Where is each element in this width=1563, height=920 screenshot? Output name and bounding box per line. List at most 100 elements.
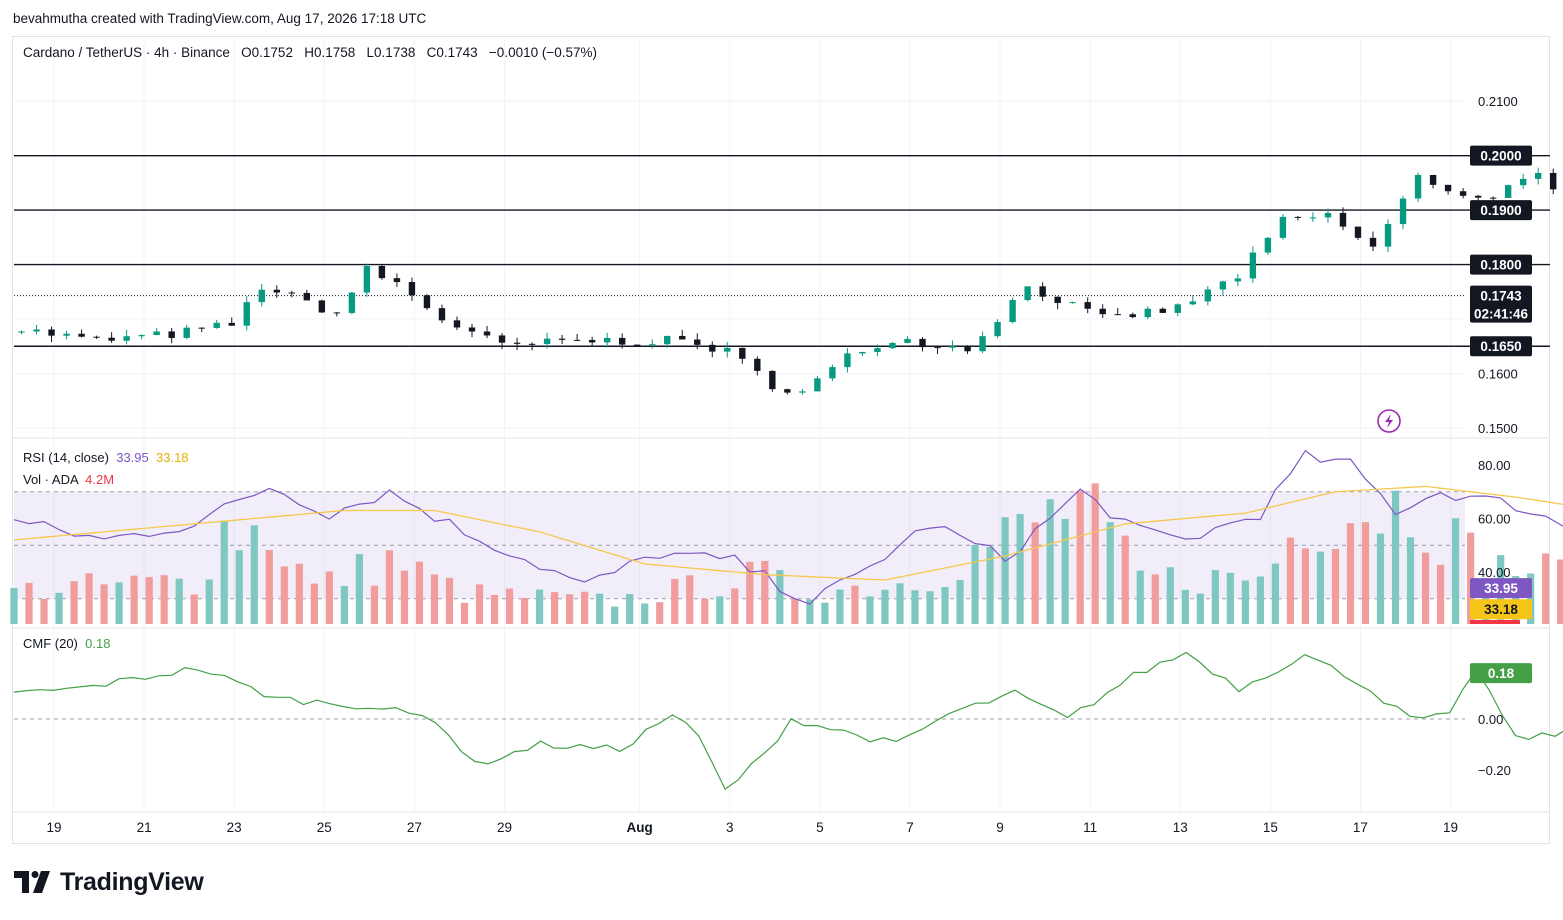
volume-bar	[1046, 499, 1054, 624]
candle-body	[108, 337, 115, 341]
candle-body	[664, 335, 671, 345]
volume-bar	[1076, 490, 1084, 624]
volume-bar	[1527, 573, 1535, 624]
volume-bar	[1226, 572, 1234, 624]
tradingview-mark-icon	[14, 871, 50, 893]
volume-bar	[1406, 537, 1415, 624]
high-value: 0.1758	[313, 45, 356, 60]
volume-bar	[115, 582, 123, 624]
volume-bar	[1031, 522, 1039, 624]
rsi-value-badge-text: 33.95	[1484, 581, 1518, 596]
candle-body	[904, 338, 911, 343]
candle-body	[1039, 286, 1046, 297]
candle-body	[528, 343, 536, 345]
candle-body	[348, 292, 356, 313]
candle-body	[318, 300, 326, 313]
volume-bar	[1241, 580, 1249, 624]
candle-body	[739, 347, 746, 359]
symbol-label[interactable]: Cardano / TetherUS · 4h · Binance	[23, 45, 230, 60]
candle-body	[844, 353, 851, 368]
candle-body	[453, 320, 461, 328]
volume-bar	[836, 589, 844, 624]
candlesticks	[18, 167, 1557, 395]
candle-body	[1444, 184, 1452, 192]
volume-bar	[460, 602, 469, 624]
volume-bar	[611, 606, 619, 624]
candle-body	[408, 282, 416, 296]
volume-bar	[1001, 517, 1009, 624]
candle-body	[994, 322, 1001, 337]
volume-bar	[490, 594, 499, 624]
lightning-alert-icon[interactable]	[1377, 409, 1401, 433]
volume-bar	[10, 587, 18, 624]
volume-bar	[55, 592, 63, 624]
volume-bar	[340, 585, 348, 624]
volume-bar	[806, 599, 814, 624]
volume-bar	[1256, 576, 1264, 624]
time-tick-label: 19	[1443, 820, 1458, 835]
volume-bar	[896, 583, 904, 624]
candle-body	[483, 331, 491, 336]
volume-bar	[1421, 552, 1430, 624]
level-badge-text: 0.1800	[1480, 258, 1521, 273]
volume-bar	[385, 550, 394, 624]
last-price-badge: 0.1743 02:41:46	[1470, 285, 1532, 323]
candle-body	[769, 370, 776, 390]
time-tick-label: 5	[816, 820, 824, 835]
tradingview-logo[interactable]: TradingView	[14, 866, 204, 898]
time-tick-label: 17	[1353, 820, 1368, 835]
candle-body	[78, 333, 85, 337]
rsi-label[interactable]: RSI (14, close)	[23, 450, 109, 465]
candle-body	[694, 339, 701, 345]
volume-bar	[1091, 483, 1099, 624]
candle-body	[603, 337, 611, 343]
cmf-line	[13, 651, 1563, 790]
volume-bar	[130, 575, 138, 624]
time-tick-label: 27	[407, 820, 422, 835]
volume-badge-stub	[1470, 620, 1520, 624]
volume-bar	[1467, 532, 1475, 624]
cmf-label[interactable]: CMF (20)	[23, 636, 78, 651]
last-price-badge-text: 02:41:46	[1474, 307, 1529, 322]
candle-body	[1204, 289, 1212, 302]
candle-body	[889, 342, 896, 349]
volume-bar	[325, 571, 333, 624]
cmf-tick-label: −0.20	[1478, 763, 1511, 778]
candle-body	[168, 331, 175, 338]
volume-bar	[1061, 518, 1069, 624]
volume-bar	[370, 585, 378, 624]
volume-label[interactable]: Vol · ADA	[23, 472, 78, 487]
candle-body	[1550, 172, 1557, 190]
candle-body	[423, 295, 431, 309]
candle-body	[363, 266, 371, 293]
candle-body	[1474, 195, 1482, 198]
level-badge: 0.2000	[1470, 145, 1532, 166]
brand-name: TradingView	[60, 867, 204, 896]
volume-bar	[641, 603, 649, 624]
volume-bar	[881, 589, 889, 624]
volume-bar	[1557, 559, 1563, 624]
candle-body	[784, 389, 791, 393]
chart-credit: bevahmutha created with TradingView.com,…	[13, 11, 427, 26]
rsi-ma-line	[13, 485, 1563, 581]
volume-legend: Vol · ADA 4.2M	[23, 472, 114, 487]
candle-body	[573, 339, 581, 341]
volume-bar	[265, 549, 273, 624]
cmf-value-badge: 0.18	[1470, 663, 1532, 684]
volume-bar	[1331, 549, 1340, 624]
candle-body	[378, 266, 386, 279]
volume-bar	[986, 546, 994, 624]
volume-bars	[10, 483, 1563, 624]
candle-body	[1339, 212, 1347, 227]
volume-bar	[761, 560, 769, 624]
rsi-value-badge: 33.95	[1470, 578, 1532, 599]
rsi-value-badge-bg	[1470, 578, 1532, 599]
volume-bar	[235, 550, 243, 624]
axes: 0.15000.16000.18000.19000.20000.210040.0…	[46, 94, 1517, 835]
candle-body	[498, 335, 506, 343]
candle-body	[1249, 252, 1257, 279]
candle-body	[588, 339, 596, 343]
level-badge-bg	[1470, 254, 1532, 275]
volume-bar	[505, 588, 514, 624]
